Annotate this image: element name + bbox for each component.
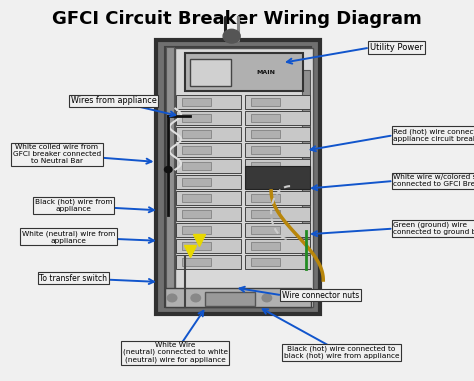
Bar: [175, 48, 313, 307]
Bar: [176, 159, 241, 173]
Text: White Wire
(neutral) connected to white
(neutral) wire for appliance: White Wire (neutral) connected to white …: [123, 342, 228, 363]
Bar: [176, 191, 241, 205]
Bar: [251, 146, 280, 154]
Circle shape: [262, 294, 272, 302]
Bar: [176, 111, 241, 125]
Bar: [165, 288, 311, 307]
Text: White coiled wire from
GFCI breaker connected
to Neutral Bar: White coiled wire from GFCI breaker conn…: [13, 144, 101, 164]
Circle shape: [167, 294, 177, 302]
Bar: [251, 162, 280, 170]
Bar: [245, 223, 310, 237]
Bar: [182, 114, 211, 122]
Circle shape: [223, 29, 240, 43]
Text: Black (hot) wire connected to
black (hot) wire from appliance: Black (hot) wire connected to black (hot…: [283, 346, 399, 359]
Bar: [182, 210, 211, 218]
Bar: [182, 226, 211, 234]
Bar: [182, 162, 211, 170]
Circle shape: [191, 294, 201, 302]
Bar: [182, 178, 211, 186]
Text: GFCI Circuit Breaker Wiring Diagram: GFCI Circuit Breaker Wiring Diagram: [52, 10, 422, 27]
Bar: [251, 226, 280, 234]
Bar: [251, 194, 280, 202]
Bar: [166, 47, 174, 307]
Text: To transfer switch: To transfer switch: [39, 274, 108, 283]
Bar: [176, 239, 241, 253]
Bar: [245, 143, 310, 157]
Bar: [245, 127, 310, 141]
Bar: [245, 239, 310, 253]
Text: MAIN: MAIN: [256, 70, 275, 75]
Bar: [251, 258, 280, 266]
Bar: [182, 98, 211, 106]
Text: Wires from appliance: Wires from appliance: [71, 96, 156, 106]
Circle shape: [238, 294, 248, 302]
Bar: [176, 95, 241, 109]
Text: White (neutral) wire from
appliance: White (neutral) wire from appliance: [22, 230, 115, 244]
Bar: [245, 159, 310, 173]
Bar: [245, 207, 310, 221]
Bar: [182, 258, 211, 266]
Bar: [190, 59, 231, 86]
Bar: [251, 114, 280, 122]
Bar: [182, 242, 211, 250]
Bar: [185, 53, 303, 91]
Text: Wire connector nuts: Wire connector nuts: [282, 291, 359, 300]
Bar: [245, 166, 310, 189]
Bar: [245, 191, 310, 205]
Bar: [176, 223, 241, 237]
Bar: [251, 210, 280, 218]
Bar: [165, 47, 311, 307]
Bar: [245, 111, 310, 125]
Bar: [182, 194, 211, 202]
Bar: [205, 292, 255, 306]
Circle shape: [215, 294, 224, 302]
Bar: [251, 98, 280, 106]
Bar: [176, 127, 241, 141]
Circle shape: [164, 166, 172, 173]
Bar: [245, 255, 310, 269]
Text: Green (ground) wire
connected to ground bar: Green (ground) wire connected to ground …: [393, 222, 474, 235]
Bar: [176, 207, 241, 221]
Bar: [182, 130, 211, 138]
Bar: [302, 70, 310, 269]
Text: White wire w/colored stripe
connected to GFCI Breaker: White wire w/colored stripe connected to…: [393, 174, 474, 187]
Bar: [182, 146, 211, 154]
Bar: [156, 40, 320, 314]
Bar: [245, 95, 310, 109]
Bar: [176, 175, 241, 189]
Text: Red (hot) wire connected to
appliance circuit breaker: Red (hot) wire connected to appliance ci…: [393, 128, 474, 142]
Bar: [176, 255, 241, 269]
Text: Utility Power: Utility Power: [370, 43, 423, 52]
Bar: [251, 242, 280, 250]
Bar: [251, 130, 280, 138]
Bar: [176, 143, 241, 157]
Text: Black (hot) wire from
appliance: Black (hot) wire from appliance: [35, 199, 112, 213]
